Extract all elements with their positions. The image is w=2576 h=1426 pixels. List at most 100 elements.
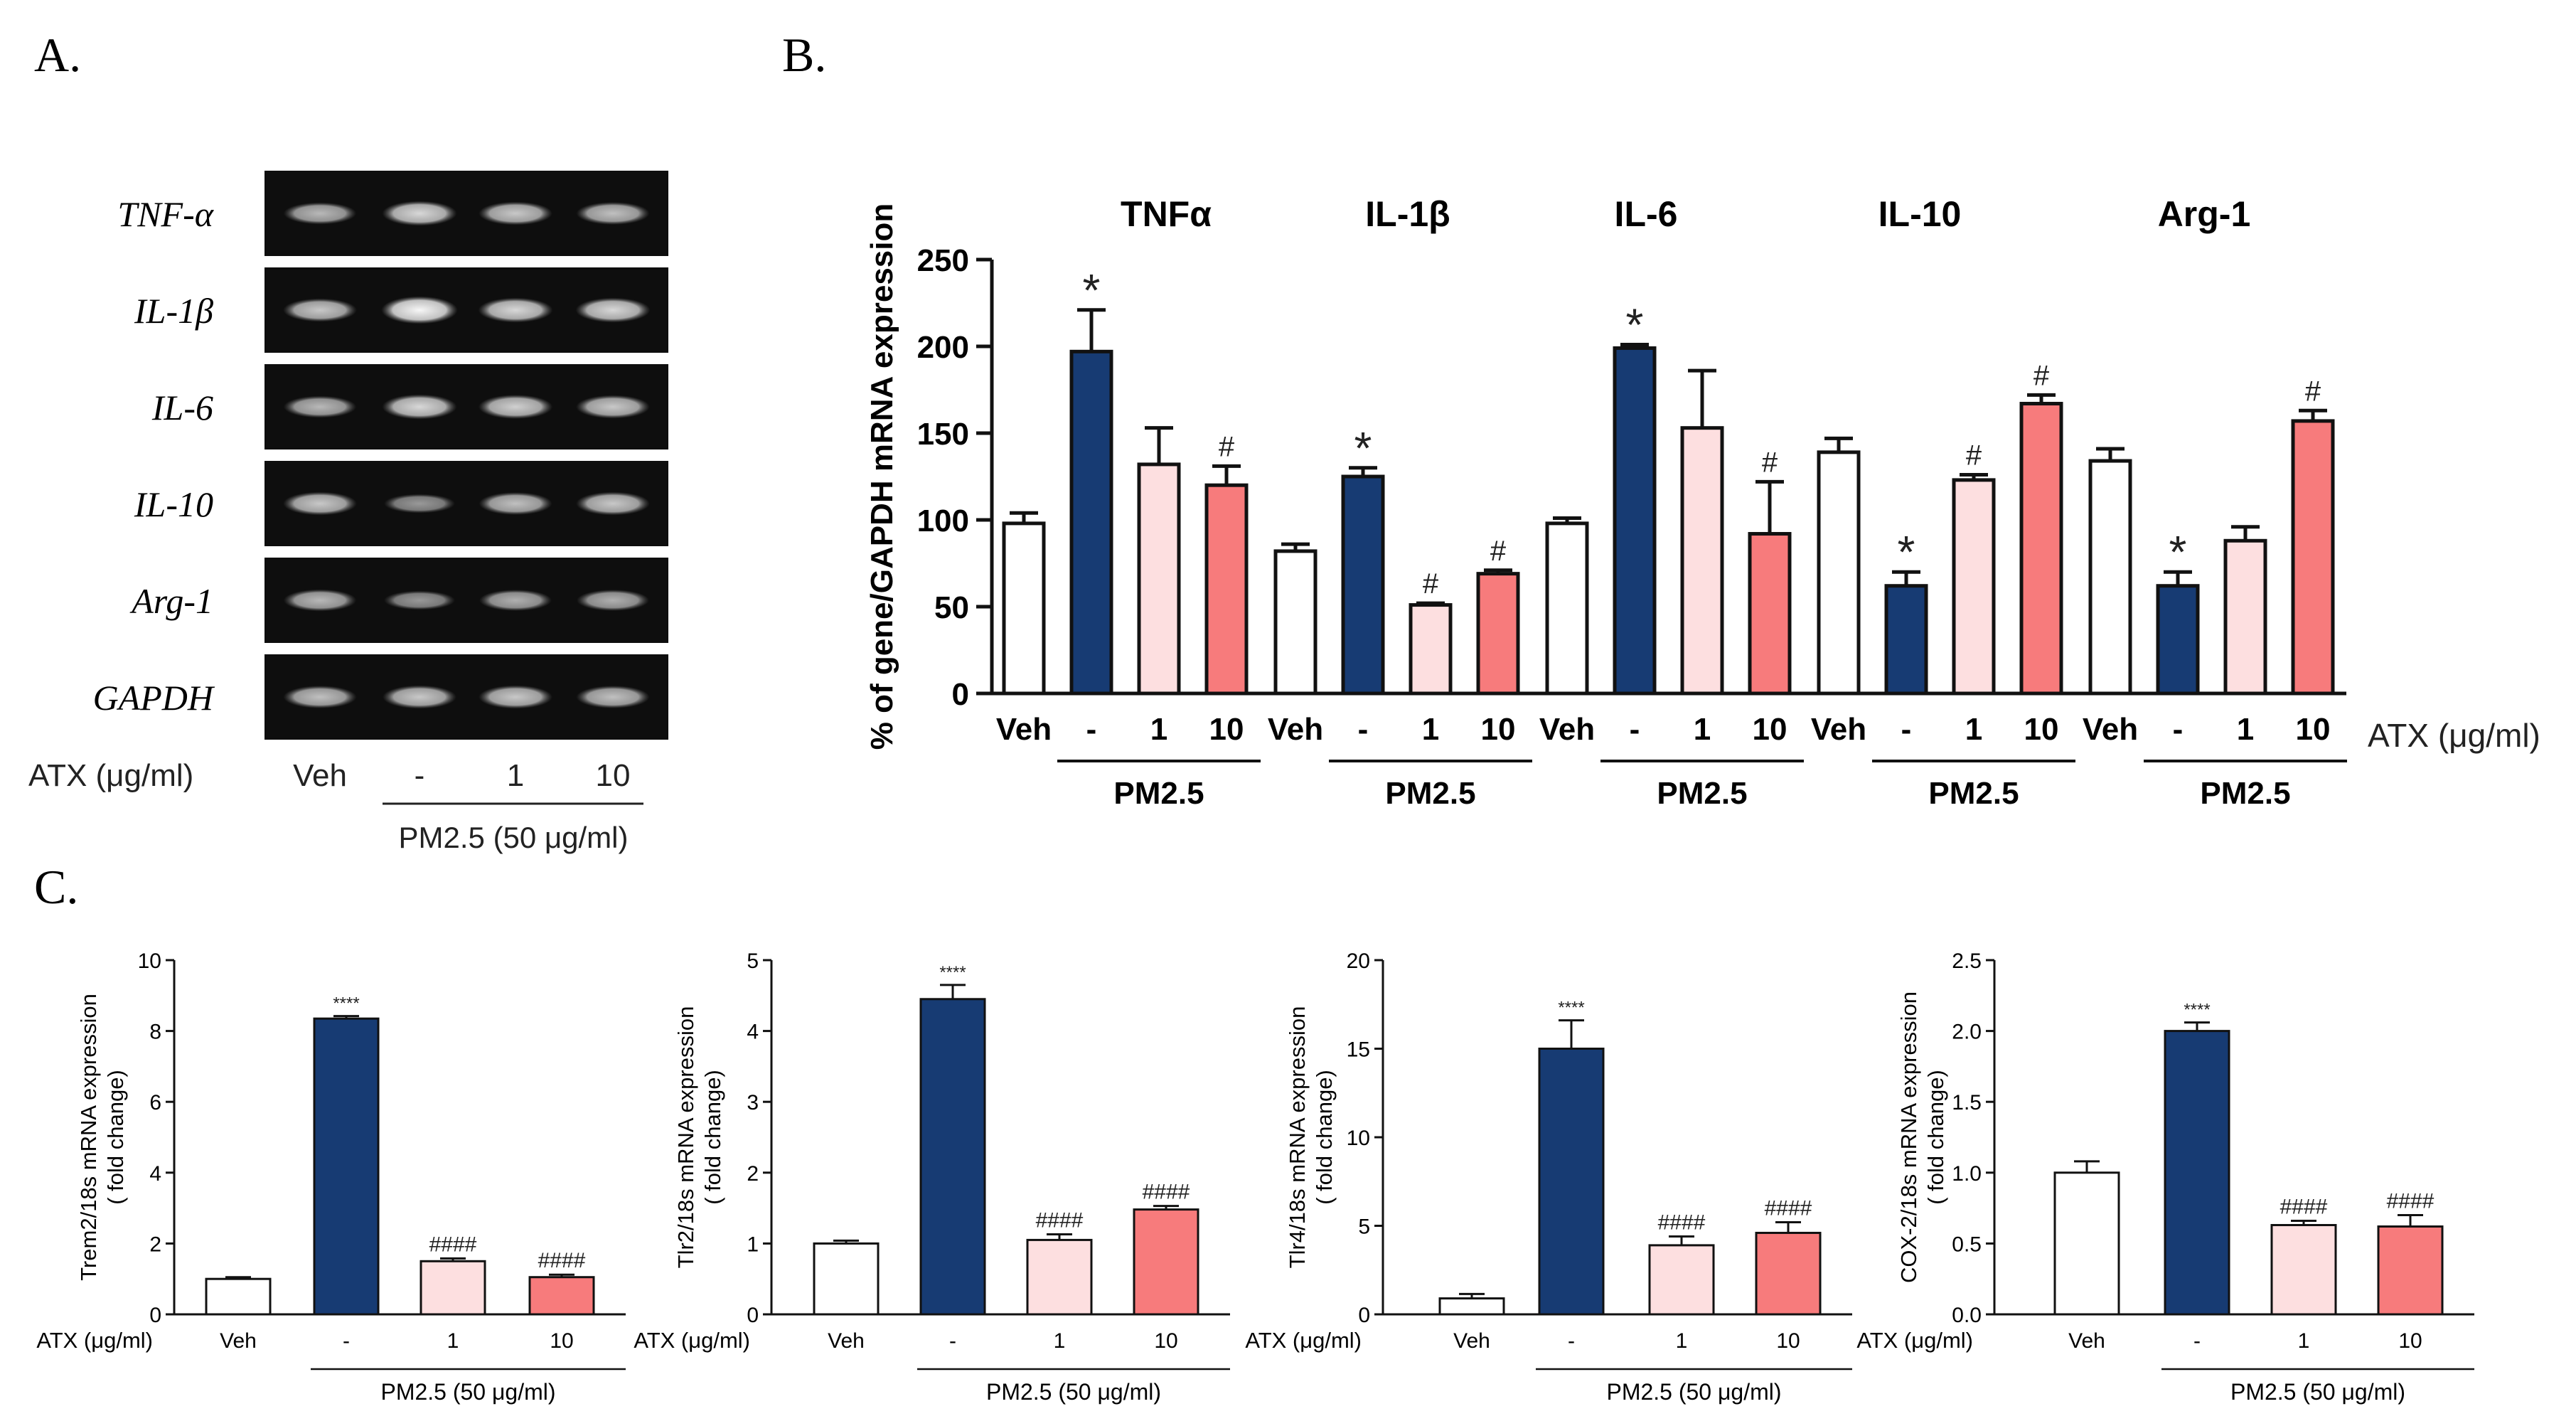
c-significance-mark: #### xyxy=(2387,1190,2435,1213)
c-atx-label: ATX (μg/ml) xyxy=(634,1328,750,1353)
b-x-tick-label: - xyxy=(1630,712,1640,747)
c-y-axis-subtitle: ( fold change) xyxy=(1312,1070,1337,1205)
b-x-tick-label: 10 xyxy=(1209,712,1244,747)
panel-a-gel: TNF-α IL-1β IL-6 IL-10 Arg-1 GAPDH ATX (μg/ml)… xyxy=(28,171,668,854)
b-x-tick-label: 10 xyxy=(2024,712,2059,747)
c-bar xyxy=(2270,1224,2337,1316)
c-bar xyxy=(813,1242,880,1316)
b-x-tick-label: 1 xyxy=(1422,712,1439,747)
c-x-tick-label: 1 xyxy=(1676,1329,1688,1353)
b-x-tick-label: 1 xyxy=(1965,712,1982,747)
gel-band xyxy=(283,395,357,418)
gel-gene-label: Arg-1 xyxy=(129,581,213,621)
b-bar xyxy=(2223,538,2267,696)
c-y-axis-title: COX-2/18s mRNA expression xyxy=(1896,991,1921,1283)
b-bar xyxy=(1613,346,1657,696)
panel-b-letter: B. xyxy=(782,28,826,82)
c-x-tick-label: 10 xyxy=(1154,1329,1177,1353)
gel-band xyxy=(283,686,357,708)
c-y-tick-label: 8 xyxy=(149,1021,161,1044)
c-bar xyxy=(313,1017,380,1316)
b-significance-star: * xyxy=(1354,422,1372,474)
c-x-tick-label: Veh xyxy=(2068,1329,2105,1353)
c-y-tick-label: 5 xyxy=(1358,1215,1370,1239)
c-significance-mark: **** xyxy=(939,963,966,982)
b-bar xyxy=(1952,478,1996,696)
gel-gene-label: IL-6 xyxy=(151,388,213,427)
gel-band xyxy=(283,202,357,225)
c-y-axis-title: Trem2/18s mRNA expression xyxy=(76,994,101,1281)
c-x-tick-label: 1 xyxy=(447,1329,459,1353)
c-significance-mark: #### xyxy=(2280,1196,2328,1219)
b-y-tick-label: 150 xyxy=(917,417,969,452)
gel-band xyxy=(478,395,553,419)
c-y-tick-label: 5 xyxy=(747,949,759,973)
c-bar xyxy=(419,1260,486,1316)
gel-pm-label: PM2.5 (50 μg/ml) xyxy=(399,821,629,854)
c-x-tick-label: 1 xyxy=(1054,1329,1066,1353)
b-x-tick-label: Veh xyxy=(2083,712,2138,747)
b-significance-hash: # xyxy=(1490,536,1507,567)
gel-band xyxy=(479,685,552,709)
b-x-tick-label: 1 xyxy=(2237,712,2254,747)
c-bar xyxy=(1133,1208,1199,1316)
b-x-tick-label: Veh xyxy=(996,712,1052,747)
gel-band xyxy=(576,686,650,708)
b-x-tick-label: - xyxy=(1086,712,1097,747)
b-pm-label: PM2.5 xyxy=(1928,776,2019,811)
b-y-tick-label: 200 xyxy=(917,330,969,365)
b-x-tick-label: - xyxy=(1901,712,1912,747)
c-atx-label: ATX (μg/ml) xyxy=(1856,1328,1973,1353)
c-atx-label: ATX (μg/ml) xyxy=(36,1328,153,1353)
gel-band xyxy=(576,395,650,419)
b-x-tick-label: 1 xyxy=(1694,712,1711,747)
gel-lane-label: 10 xyxy=(596,758,631,793)
c-x-tick-label: 10 xyxy=(1776,1329,1800,1353)
gel-band xyxy=(577,590,649,611)
b-bar xyxy=(1748,532,1792,696)
b-pm-label: PM2.5 xyxy=(2200,776,2290,811)
c-y-tick-label: 2 xyxy=(747,1162,759,1186)
b-bar xyxy=(1476,572,1520,696)
b-gene-title: TNFα xyxy=(1121,194,1212,234)
c-x-tick-label: - xyxy=(2193,1329,2201,1353)
gel-band xyxy=(382,201,457,226)
b-significance-star: * xyxy=(1898,526,1915,578)
b-x-tick-label: Veh xyxy=(1811,712,1866,747)
c-x-tick-label: - xyxy=(343,1329,350,1353)
b-bar xyxy=(2291,419,2335,696)
b-significance-star: * xyxy=(1626,299,1644,351)
c-significance-mark: #### xyxy=(1765,1197,1812,1220)
c-y-tick-label: 4 xyxy=(149,1162,161,1186)
gel-band xyxy=(382,394,457,420)
gel-band xyxy=(283,589,357,612)
b-gene-title: IL-6 xyxy=(1615,194,1678,234)
c-y-tick-label: 1.5 xyxy=(1952,1091,1982,1114)
gel-lane-label: Veh xyxy=(293,758,347,793)
c-bar xyxy=(919,998,986,1316)
b-y-axis-title: % of gene/GAPDH mRNA expression xyxy=(865,203,899,750)
c-y-tick-label: 6 xyxy=(149,1091,161,1114)
panel-b-chart: 0 50 100 150 200 250 % of gene/GAPDH mRNA expr… xyxy=(865,194,2540,811)
c-y-tick-label: 2.5 xyxy=(1952,949,1982,973)
gel-band xyxy=(576,491,650,516)
panel-a-letter: A. xyxy=(34,28,81,82)
c-x-tick-label: - xyxy=(1568,1329,1575,1353)
b-bar xyxy=(2156,584,2200,696)
c-y-tick-label: 0 xyxy=(149,1304,161,1327)
b-x-tick-label: - xyxy=(1358,712,1369,747)
gel-lane-label: 1 xyxy=(507,758,524,793)
c-pm-label: PM2.5 (50 μg/ml) xyxy=(2230,1379,2405,1405)
c-bar xyxy=(205,1277,272,1316)
b-significance-hash: # xyxy=(2305,376,2321,407)
gel-band xyxy=(383,494,456,514)
gel-band xyxy=(283,298,357,322)
c-y-tick-label: 2.0 xyxy=(1952,1021,1982,1044)
c-y-axis-subtitle: ( fold change) xyxy=(700,1070,725,1205)
c-y-tick-label: 15 xyxy=(1347,1038,1370,1062)
gel-lane-label: - xyxy=(415,758,425,793)
c-significance-mark: **** xyxy=(2184,1001,2210,1020)
c-y-axis-subtitle: ( fold change) xyxy=(103,1070,128,1205)
b-gene-title: IL-1β xyxy=(1365,194,1450,234)
c-significance-mark: #### xyxy=(538,1249,586,1272)
